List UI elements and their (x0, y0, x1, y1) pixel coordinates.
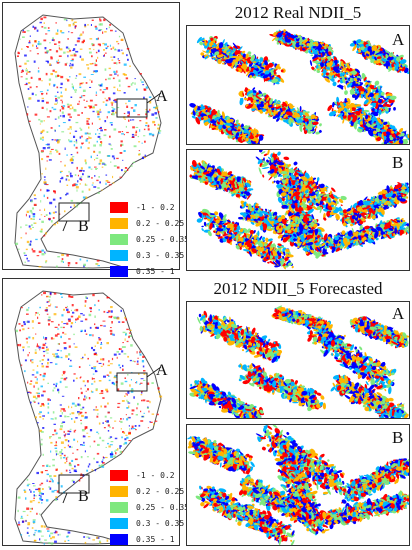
legend-label: 0.2 - 0.25 (136, 486, 185, 496)
legend-item: -1 - 0.2 (110, 199, 189, 215)
overview-label-b-real: B (78, 218, 89, 235)
region-outline (14, 14, 162, 269)
inset-leader-b (62, 492, 68, 504)
overview-map-canvas-real (14, 14, 162, 269)
zoom-map-canvas (189, 305, 409, 418)
legend-item: -1 - 0.2 (110, 467, 189, 483)
zoom-panel-a-real (186, 25, 410, 145)
legend-swatch (110, 517, 128, 529)
zoom-label-b-forecast: B (392, 428, 404, 447)
legend-swatch (110, 265, 128, 277)
zoom-panel-a-forecast (186, 301, 410, 419)
legend-item: 0.3 - 0.35 (110, 515, 189, 531)
zoom-map-canvas (189, 29, 409, 144)
zoom-map-canvas (189, 150, 409, 270)
overview-label-a-real: A (156, 88, 168, 105)
legend-label: 0.3 - 0.35 (136, 518, 185, 528)
overview-label-a-forecast: A (156, 362, 168, 379)
legend-label: 0.25 - 0.35 (136, 234, 189, 244)
legend-item: 0.25 - 0.35 (110, 499, 189, 515)
legend-label: 0.35 - 1 (136, 534, 175, 544)
zoom-label-a-real: A (392, 30, 405, 49)
legend-item: 0.25 - 0.35 (110, 231, 189, 247)
zoom-label-a-forecast: A (392, 304, 405, 323)
legend-item: 0.2 - 0.25 (110, 215, 189, 231)
overview-label-b-forecast: B (78, 488, 89, 505)
legend-swatch (110, 533, 128, 545)
overview-map-forecast (2, 278, 180, 546)
figure-title-real: 2012 Real NDII_5 (234, 3, 362, 22)
legend-label: 0.2 - 0.25 (136, 218, 185, 228)
overview-map-canvas-forecast (14, 290, 163, 545)
inset-box-a (116, 372, 148, 392)
overview-map-real (2, 2, 180, 270)
inset-box-b (58, 474, 90, 494)
inset-leader-b (62, 220, 68, 232)
inset-box-b (58, 202, 90, 222)
legend-swatch (110, 201, 128, 213)
legend-label: 0.25 - 0.35 (136, 502, 189, 512)
legend-label: 0.35 - 1 (136, 266, 175, 276)
inset-leader-a (146, 366, 162, 378)
legend-swatch (110, 485, 128, 497)
legend-label: -1 - 0.2 (136, 470, 175, 480)
legend-swatch (110, 249, 128, 261)
legend-item: 0.2 - 0.25 (110, 483, 189, 499)
legend-swatch (110, 501, 128, 513)
legend-real: -1 - 0.2 0.2 - 0.25 0.25 - 0.35 0.3 - 0.… (110, 199, 189, 279)
zoom-panel-b-real (186, 149, 410, 271)
figure-title-forecast: 2012 NDII_5 Forecasted (213, 279, 383, 298)
zoom-map-canvas (187, 425, 409, 545)
legend-item: 0.3 - 0.35 (110, 247, 189, 263)
inset-leader-a (146, 92, 162, 104)
legend-forecast: -1 - 0.2 0.2 - 0.25 0.25 - 0.35 0.3 - 0.… (110, 467, 189, 547)
zoom-panel-b-forecast (186, 424, 410, 546)
legend-swatch (110, 469, 128, 481)
legend-swatch (110, 233, 128, 245)
zoom-label-b-real: B (392, 153, 404, 172)
inset-box-a (116, 98, 148, 118)
legend-swatch (110, 217, 128, 229)
legend-label: -1 - 0.2 (136, 202, 175, 212)
legend-item: 0.35 - 1 (110, 263, 189, 279)
legend-item: 0.35 - 1 (110, 531, 189, 547)
legend-label: 0.3 - 0.35 (136, 250, 185, 260)
